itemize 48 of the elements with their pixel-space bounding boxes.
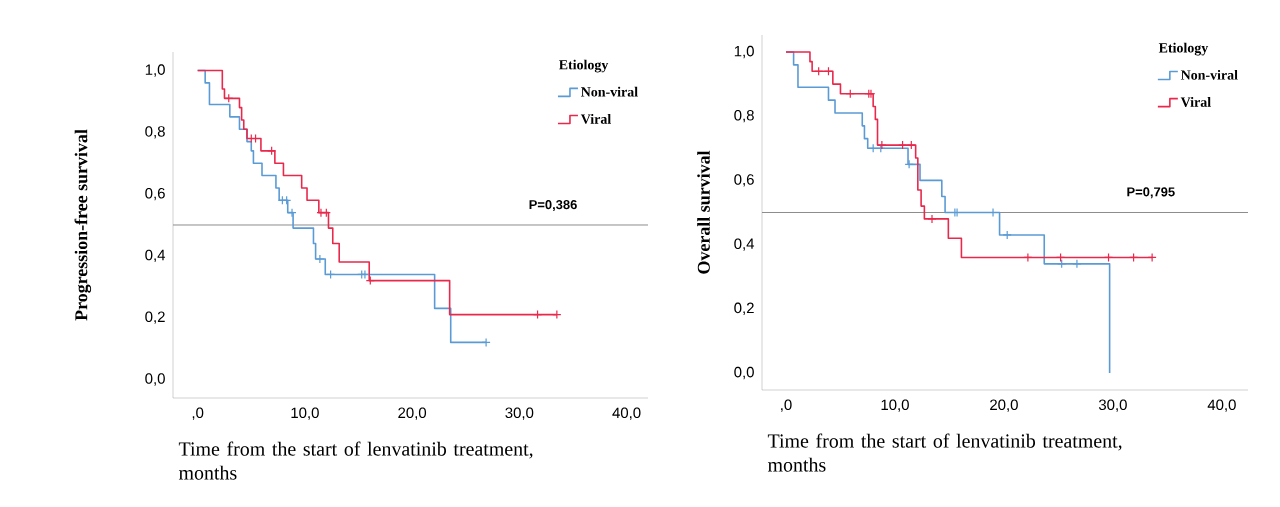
y-tick-label: 0,4 — [734, 238, 755, 251]
x-axis-title: Time from the start of lenvatinib treatment, months — [178, 441, 533, 480]
x-tick-label: ,0 — [192, 407, 204, 420]
point — [267, 146, 277, 156]
x-tick-label: 30,0 — [1098, 399, 1127, 412]
point — [927, 214, 937, 224]
point — [904, 159, 914, 169]
legend-label: Viral — [580, 113, 611, 124]
x-tick-label: 10,0 — [291, 407, 319, 420]
y-tick-label: 0,2 — [734, 302, 754, 315]
x-tick-label: ,0 — [781, 399, 792, 412]
y-tick-label: 1,0 — [734, 45, 754, 59]
annotation: P=0,386 — [529, 200, 577, 212]
point — [1002, 230, 1012, 240]
x-axis-title: Time from the start of lenvatinib treatment, months — [767, 433, 1122, 472]
x-tick-label: 40,0 — [1207, 399, 1236, 412]
legend-label: Non-viral — [581, 86, 638, 97]
y-tick-label: 0,2 — [145, 311, 165, 324]
point — [552, 309, 562, 320]
x-tick-label: 40,0 — [612, 407, 641, 420]
x-tick-label: 10,0 — [881, 399, 909, 412]
y-tick-label: 0,6 — [145, 187, 165, 201]
x-tick-label: 20,0 — [990, 399, 1018, 412]
point — [1057, 259, 1067, 269]
annotation: P=0,795 — [1127, 187, 1175, 199]
point — [897, 140, 908, 150]
y-axis-title: Overall survival — [697, 150, 710, 274]
point — [906, 140, 916, 150]
y-tick-label: 0,4 — [145, 249, 166, 263]
point — [1072, 259, 1082, 269]
legend-title: Etiology — [558, 59, 609, 73]
y-tick-label: 0,0 — [734, 366, 754, 380]
point — [481, 337, 491, 347]
x-tick-label: 20,0 — [398, 407, 427, 420]
point — [1147, 252, 1157, 263]
point — [287, 208, 297, 218]
y-tick-label: 0,6 — [734, 174, 754, 187]
y-tick-label: 0,8 — [145, 126, 165, 139]
y-tick-label: 0,8 — [734, 110, 754, 123]
y-axis-title: Progression-free survival — [74, 129, 92, 321]
legend-label: Viral — [1180, 97, 1211, 107]
point — [315, 254, 325, 264]
y-tick-label: 1,0 — [145, 64, 165, 77]
point — [1023, 252, 1033, 263]
y-tick-label: 0,0 — [145, 373, 165, 386]
x-tick-label: 30,0 — [505, 407, 534, 420]
legend-label: Non-viral — [1180, 69, 1238, 80]
legend-title: Etiology — [1158, 42, 1209, 56]
